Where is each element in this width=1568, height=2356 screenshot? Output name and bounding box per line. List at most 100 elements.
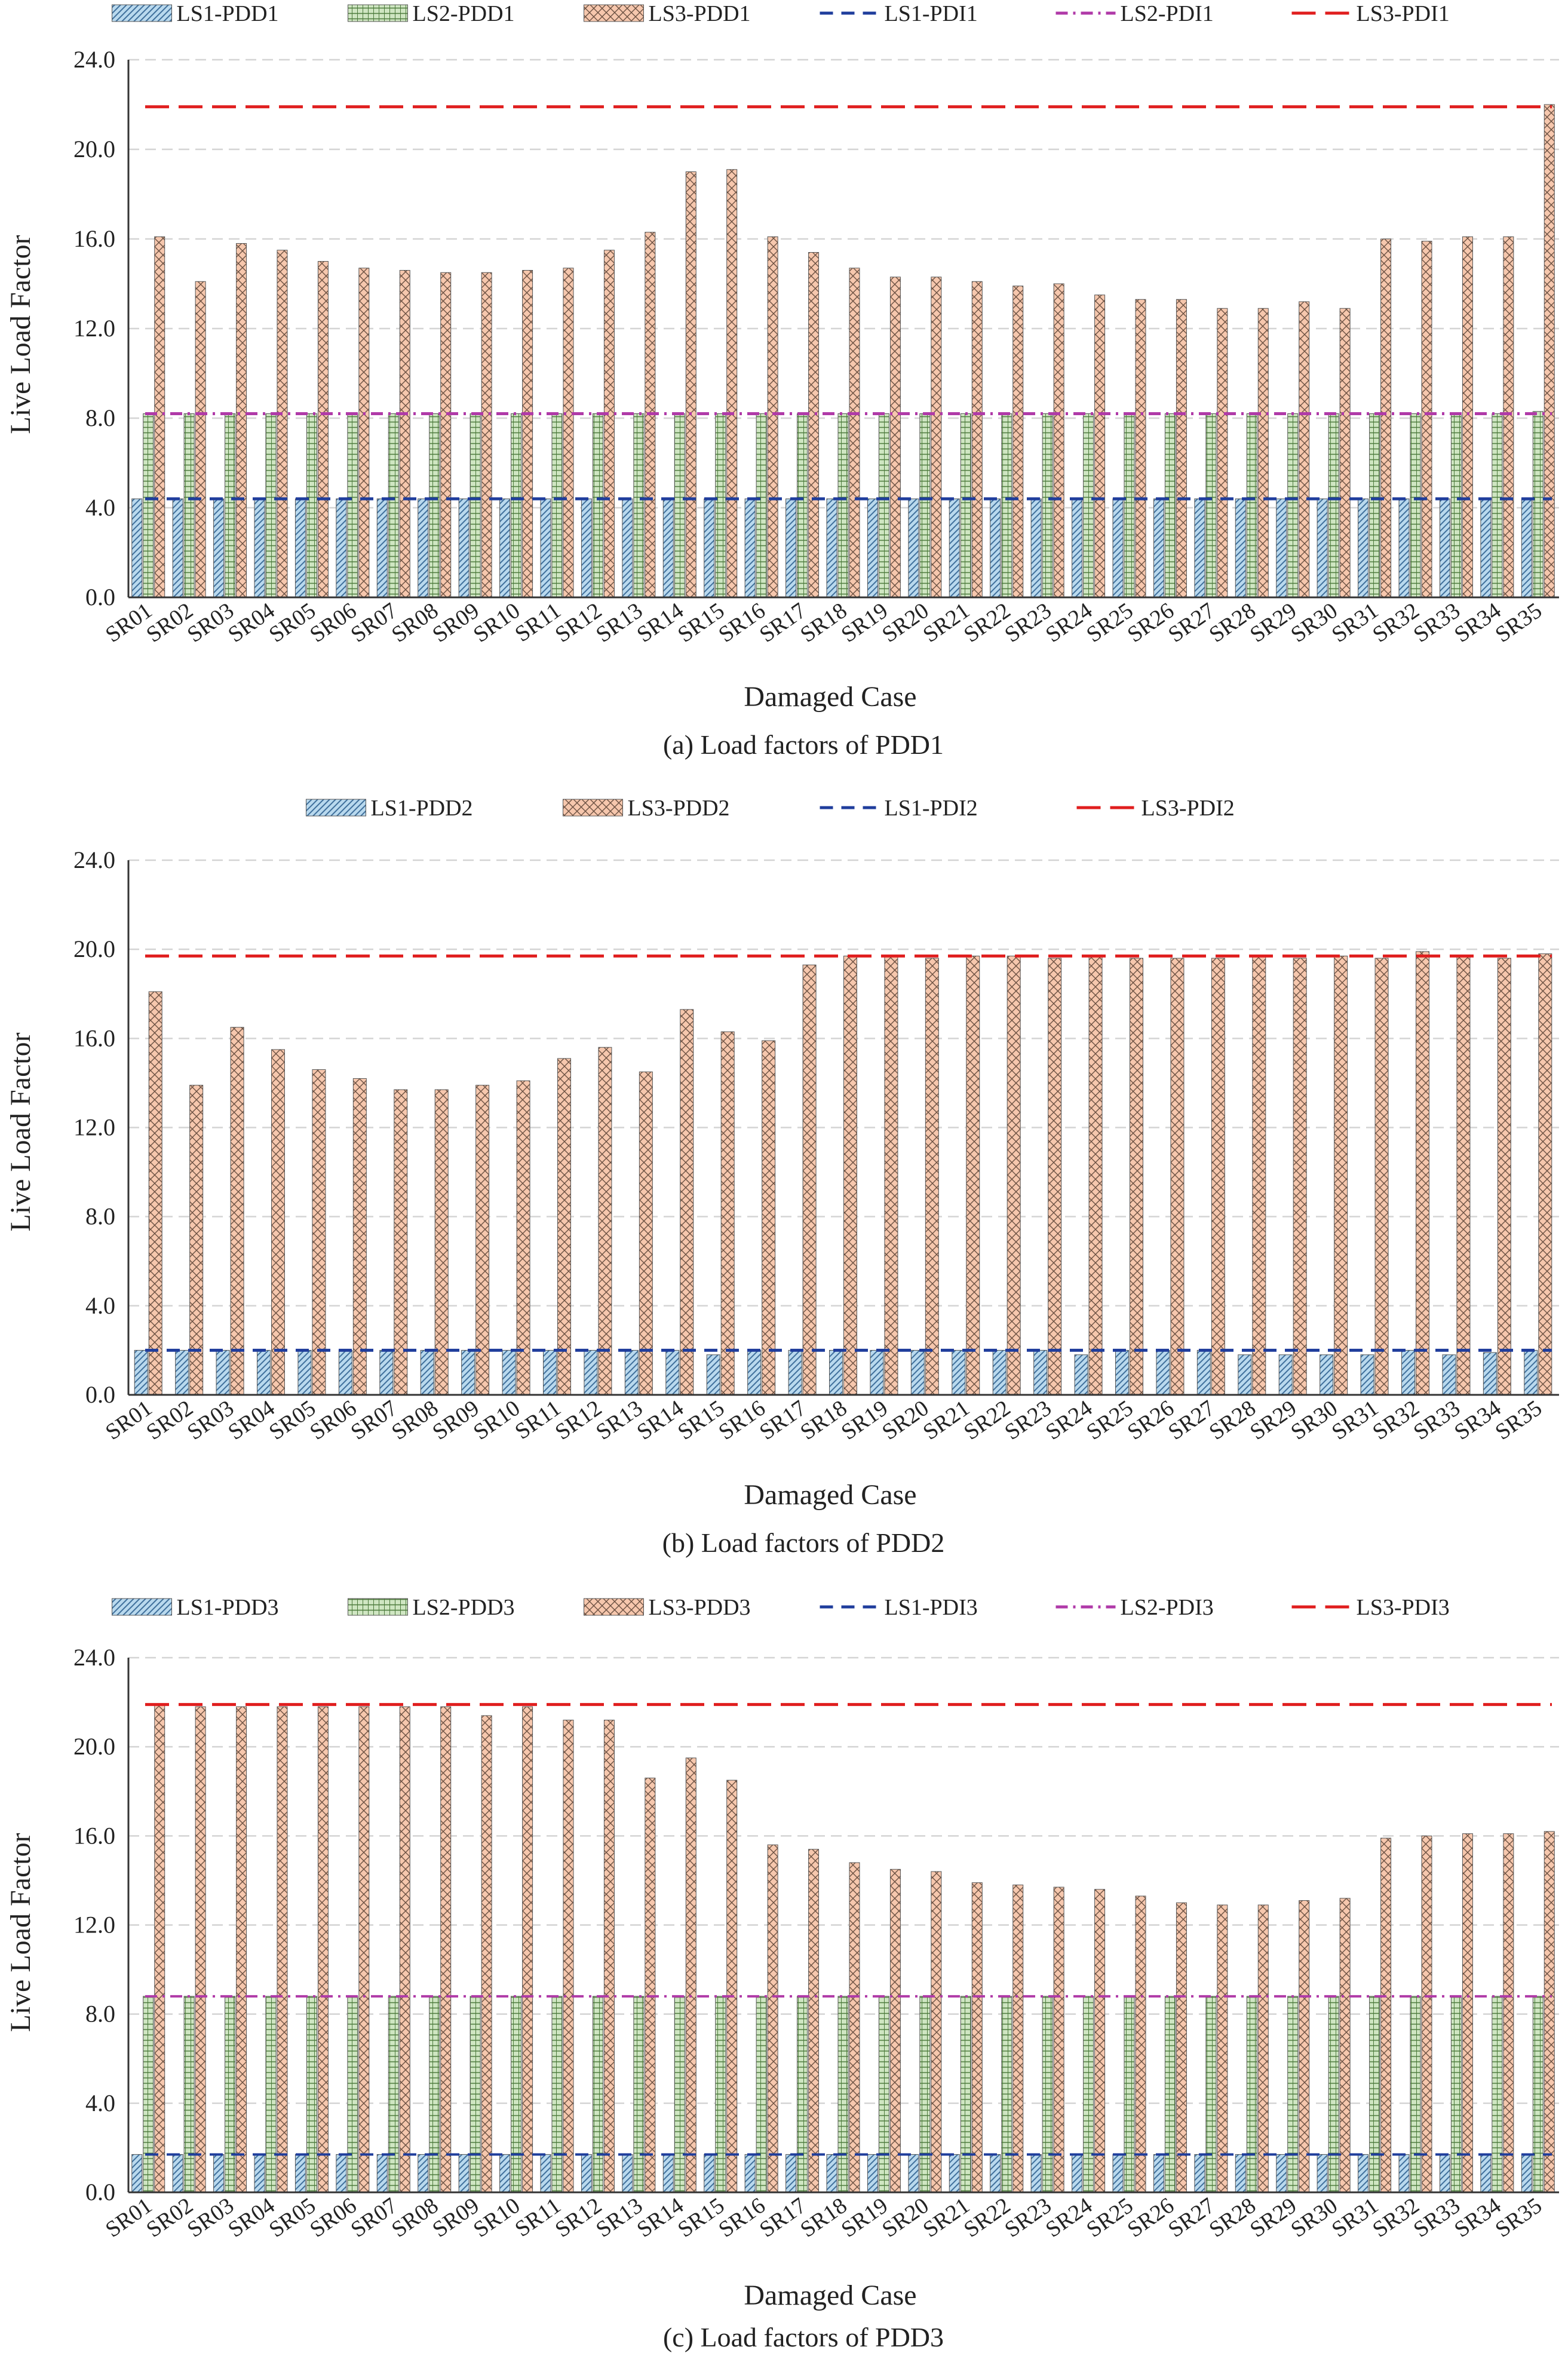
bar-ls2-pdd1-sr33 [1450,413,1462,598]
bar-ls3-pdd1-sr06 [358,268,370,598]
bar-ls2-pdd3-sr19 [878,1996,889,2193]
bar-ls1-pdd3-sr08 [418,2154,429,2193]
bar-ls3-pdd2-sr28 [1252,955,1266,1395]
bar-ls2-pdd3-sr04 [265,1996,277,2193]
bar-ls1-pdd1-sr32 [1398,498,1410,598]
bar-ls3-pdd1-sr31 [1380,238,1392,598]
bar-ls1-pdd1-sr08 [418,498,429,598]
bar-ls2-pdd1-sr30 [1328,413,1339,598]
bar-ls2-pdd3-sr34 [1492,1996,1503,2193]
bar-ls1-pdd1-sr01 [131,498,143,598]
bar-ls2-pdd3-sr08 [429,1996,440,2193]
chart-panel-b: LS1-PDD2 LS3-PDD2 LS1-PDI2 LS3-PDI2 0.0 4.0 8… [5,796,1559,1558]
bar-ls1-pdd1-sr31 [1358,498,1369,598]
y-axis-title-b: Live Load Factor [5,1032,36,1231]
bar-ls3-pdd1-sr19 [889,277,901,598]
bar-ls2-pdd1-sr32 [1410,413,1421,598]
bar-ls2-pdd1-sr35 [1532,411,1544,598]
bar-ls2-pdd1-sr02 [183,413,195,598]
bar-ls2-pdd3-sr29 [1287,1996,1299,2193]
bar-ls2-pdd3-sr32 [1410,1996,1421,2193]
bar-ls1-pdd3-sr18 [826,2154,837,2193]
bar-ls3-pdd1-sr01 [154,236,165,598]
bar-ls1-pdd3-sr29 [1276,2154,1287,2193]
bar-ls2-pdd3-sr06 [347,1996,358,2193]
bar-ls2-pdd1-sr34 [1492,413,1503,598]
bar-ls2-pdd3-sr17 [797,1996,808,2193]
bar-ls3-pdd1-sr30 [1339,308,1351,598]
bar-ls3-pdd3-sr05 [317,1706,329,2193]
bar-ls2-pdd3-sr02 [183,1996,195,2193]
bar-ls3-pdd3-sr28 [1257,1904,1269,2193]
bar-ls2-pdd3-sr07 [388,1996,399,2193]
bar-ls2-pdd3-sr30 [1328,1996,1339,2193]
bar-ls1-pdd1-sr26 [1153,498,1164,598]
bar-ls3-pdd2-sr03 [230,1027,244,1395]
bar-ls3-pdd2-sr02 [189,1085,204,1395]
bar-ls3-pdd2-sr15 [720,1031,735,1395]
bar-ls2-pdd3-sr09 [470,1996,481,2193]
bar-ls1-pdd3-sr16 [744,2154,756,2193]
bar-ls2-pdd1-sr26 [1164,413,1176,598]
bar-ls2-pdd1-sr28 [1246,413,1257,598]
bar-ls1-pdd3-sr09 [458,2154,470,2193]
legend-swatch-ls3-pdd2 [563,799,623,817]
bar-ls1-pdd1-sr15 [704,498,715,598]
y-tick-label: 20.0 [73,935,115,962]
bar-ls1-pdd3-sr03 [213,2154,225,2193]
bar-ls3-pdd3-sr14 [685,1757,696,2193]
bar-ls1-pdd2-sr32 [1401,1349,1415,1395]
bar-ls3-pdd3-sr09 [481,1715,492,2193]
bar-ls3-pdd2-sr16 [762,1040,776,1395]
bar-ls3-pdd1-sr28 [1257,308,1269,598]
y-tick-label: 4.0 [85,1292,115,1319]
y-tick-label: 24.0 [73,846,115,873]
legend-label-ls3-pdi3: LS3-PDI3 [1357,1595,1450,1620]
bar-ls1-pdd1-sr03 [213,498,225,598]
y-tick-label: 24.0 [73,1644,115,1671]
bar-ls3-pdd1-sr02 [195,281,206,598]
bar-ls3-pdd3-sr03 [236,1706,247,2193]
bar-ls1-pdd1-sr22 [990,498,1001,598]
y-tick-label: 16.0 [73,1024,115,1051]
bar-ls1-pdd2-sr30 [1320,1354,1334,1395]
bar-ls3-pdd1-sr35 [1544,104,1555,598]
bar-ls3-pdd2-sr18 [843,955,857,1395]
bar-ls1-pdd3-sr06 [336,2154,347,2193]
bar-ls1-pdd1-sr24 [1072,498,1083,598]
bar-ls3-pdd3-sr24 [1094,1889,1106,2193]
bar-ls3-pdd2-sr27 [1211,958,1225,1395]
y-tick-label: 20.0 [73,136,115,162]
legend-a: LS1-PDD1 LS2-PDD1 LS3-PDD1 LS1-PDI1 LS2-PDI1… [112,1,1450,26]
bar-ls3-pdd3-sr29 [1299,1900,1310,2193]
legend-label-ls1-pdd3: LS1-PDD3 [177,1595,279,1620]
bar-ls1-pdd2-sr17 [788,1349,802,1395]
bar-ls3-pdd1-sr14 [685,171,696,598]
y-tick-label: 20.0 [73,1733,115,1760]
bar-ls2-pdd1-sr31 [1369,413,1380,598]
y-tick-label: 16.0 [73,1822,115,1849]
bar-ls3-pdd2-sr31 [1374,958,1389,1395]
bar-ls2-pdd1-sr08 [429,413,440,598]
bar-ls1-pdd1-sr28 [1235,498,1246,598]
bar-ls3-pdd3-sr06 [358,1706,370,2193]
bar-ls1-pdd3-sr33 [1439,2154,1450,2193]
bar-ls3-pdd1-sr07 [399,270,410,598]
legend-label-ls3-pdd1: LS3-PDD1 [649,1,751,26]
bar-ls3-pdd3-sr16 [767,1844,778,2193]
bar-ls1-pdd2-sr06 [338,1349,352,1395]
y-axis-title-a: Live Load Factor [5,235,36,434]
legend-swatch-ls1-pdd3 [112,1598,172,1616]
bar-ls1-pdd2-sr21 [952,1349,966,1395]
bar-ls3-pdd3-sr20 [931,1871,942,2193]
bar-ls1-pdd1-sr19 [867,498,878,598]
bar-ls1-pdd3-sr04 [254,2154,265,2193]
x-axis-title-b: Damaged Case [744,1479,916,1511]
bar-ls1-pdd1-sr23 [1030,498,1042,598]
bar-ls3-pdd2-sr35 [1538,953,1552,1395]
bar-ls2-pdd3-sr21 [960,1996,971,2193]
bar-ls3-pdd1-sr25 [1135,299,1146,598]
bar-ls3-pdd3-sr35 [1544,1831,1555,2193]
legend-label-ls1-pdi3: LS1-PDI3 [885,1595,978,1620]
